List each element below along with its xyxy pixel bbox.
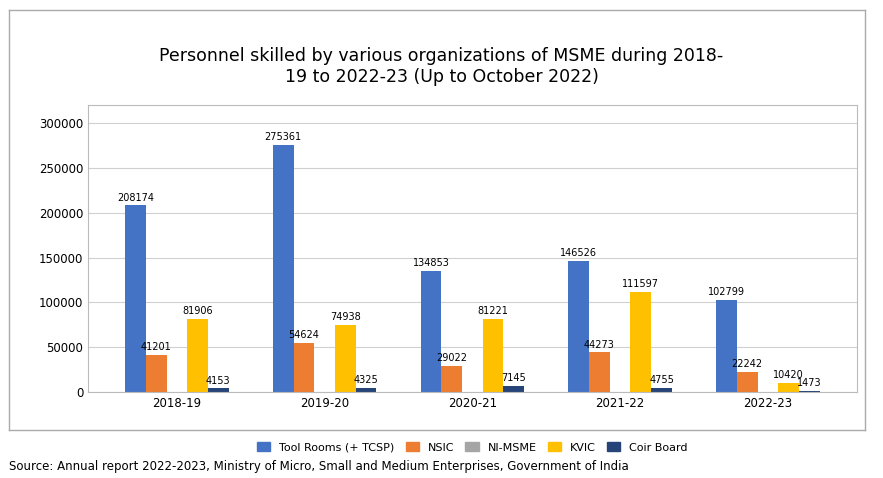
Bar — [125, 206, 146, 392]
Bar — [483, 319, 503, 392]
Text: 22242: 22242 — [732, 359, 763, 369]
Legend: Tool Rooms (+ TCSP), NSIC, NI-MSME, KVIC, Coir Board: Tool Rooms (+ TCSP), NSIC, NI-MSME, KVIC… — [253, 438, 692, 457]
Bar — [569, 261, 589, 392]
Text: 7145: 7145 — [502, 373, 526, 383]
Bar — [630, 292, 651, 392]
Text: 81221: 81221 — [478, 306, 509, 316]
Bar — [208, 388, 229, 392]
Bar — [651, 388, 672, 392]
Bar — [799, 391, 819, 392]
Text: 10420: 10420 — [774, 370, 804, 380]
Text: 4325: 4325 — [354, 375, 379, 385]
Bar — [716, 300, 736, 392]
Text: 44273: 44273 — [584, 339, 615, 349]
Text: 208174: 208174 — [117, 193, 154, 203]
Bar — [187, 318, 208, 392]
Text: 4153: 4153 — [206, 376, 230, 386]
Text: 81906: 81906 — [182, 306, 213, 316]
Bar — [335, 325, 356, 392]
Bar — [273, 145, 294, 392]
Text: 275361: 275361 — [265, 132, 302, 142]
Bar — [146, 355, 167, 392]
Text: 111597: 111597 — [623, 279, 660, 289]
Bar — [442, 366, 462, 392]
Bar — [356, 388, 376, 392]
Text: 134853: 134853 — [412, 259, 449, 269]
Text: Source: Annual report 2022-2023, Ministry of Micro, Small and Medium Enterprises: Source: Annual report 2022-2023, Ministr… — [9, 460, 629, 473]
Text: 102799: 102799 — [708, 287, 745, 297]
Bar — [736, 372, 758, 392]
Text: 41201: 41201 — [141, 342, 171, 352]
Bar — [294, 343, 314, 392]
Bar — [420, 271, 442, 392]
Text: 1473: 1473 — [797, 378, 821, 388]
Text: 4755: 4755 — [649, 375, 674, 385]
Bar — [503, 386, 525, 392]
Text: 54624: 54624 — [289, 330, 320, 340]
Bar — [778, 382, 799, 392]
Text: 146526: 146526 — [561, 248, 597, 258]
Text: 29022: 29022 — [436, 353, 467, 363]
Bar — [589, 352, 610, 392]
Text: 74938: 74938 — [330, 312, 361, 322]
Text: Personnel skilled by various organizations of MSME during 2018-
19 to 2022-23 (U: Personnel skilled by various organizatio… — [159, 47, 724, 86]
